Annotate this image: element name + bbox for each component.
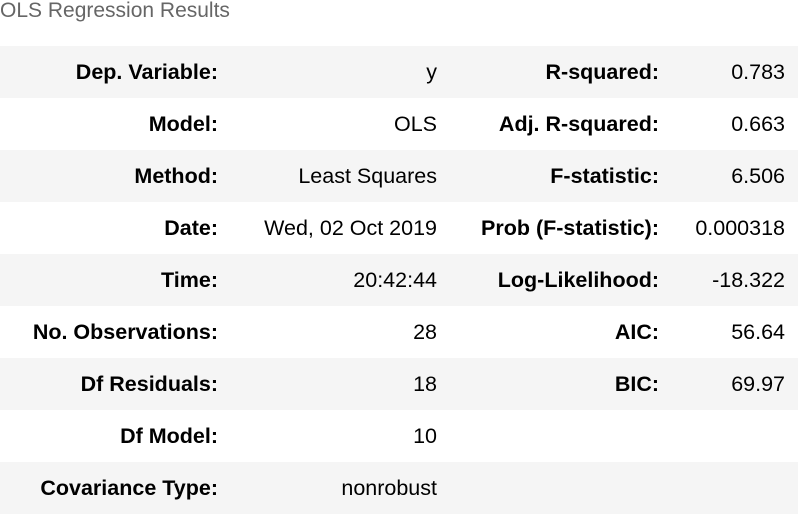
row-label: Method: <box>0 150 227 202</box>
row-value: y <box>227 46 446 98</box>
row-label: Model: <box>0 98 227 150</box>
table-row: Dep. Variable: y R-squared: 0.783 <box>0 46 798 98</box>
stat-value: 6.506 <box>668 150 798 202</box>
row-value: 28 <box>227 306 446 358</box>
stat-label: Prob (F-statistic): <box>446 202 668 254</box>
stat-label: R-squared: <box>446 46 668 98</box>
row-value: Wed, 02 Oct 2019 <box>227 202 446 254</box>
table-caption: OLS Regression Results <box>0 0 230 22</box>
row-value: nonrobust <box>227 462 446 514</box>
stat-value: 0.663 <box>668 98 798 150</box>
row-label: Time: <box>0 254 227 306</box>
stat-label <box>446 410 668 462</box>
row-value: 10 <box>227 410 446 462</box>
stat-value: 0.783 <box>668 46 798 98</box>
row-value: 18 <box>227 358 446 410</box>
row-label: Df Model: <box>0 410 227 462</box>
row-label: Covariance Type: <box>0 462 227 514</box>
table-row: Method: Least Squares F-statistic: 6.506 <box>0 150 798 202</box>
stat-value: 69.97 <box>668 358 798 410</box>
table-row: Model: OLS Adj. R-squared: 0.663 <box>0 98 798 150</box>
row-value: OLS <box>227 98 446 150</box>
table-row: Df Model: 10 <box>0 410 798 462</box>
row-label: Df Residuals: <box>0 358 227 410</box>
table-row: Time: 20:42:44 Log-Likelihood: -18.322 <box>0 254 798 306</box>
row-label: Date: <box>0 202 227 254</box>
stat-label: Log-Likelihood: <box>446 254 668 306</box>
stat-label <box>446 462 668 514</box>
stat-label: Adj. R-squared: <box>446 98 668 150</box>
stat-label: AIC: <box>446 306 668 358</box>
table-row: Date: Wed, 02 Oct 2019 Prob (F-statistic… <box>0 202 798 254</box>
stat-value: 0.000318 <box>668 202 798 254</box>
table-row: Df Residuals: 18 BIC: 69.97 <box>0 358 798 410</box>
table-row: Covariance Type: nonrobust <box>0 462 798 514</box>
row-value: Least Squares <box>227 150 446 202</box>
stat-label: BIC: <box>446 358 668 410</box>
ols-summary-table: Dep. Variable: y R-squared: 0.783 Model:… <box>0 46 798 514</box>
stat-value <box>668 410 798 462</box>
row-value: 20:42:44 <box>227 254 446 306</box>
stat-label: F-statistic: <box>446 150 668 202</box>
stat-value: -18.322 <box>668 254 798 306</box>
row-label: No. Observations: <box>0 306 227 358</box>
stat-value: 56.64 <box>668 306 798 358</box>
row-label: Dep. Variable: <box>0 46 227 98</box>
stat-value <box>668 462 798 514</box>
table-row: No. Observations: 28 AIC: 56.64 <box>0 306 798 358</box>
